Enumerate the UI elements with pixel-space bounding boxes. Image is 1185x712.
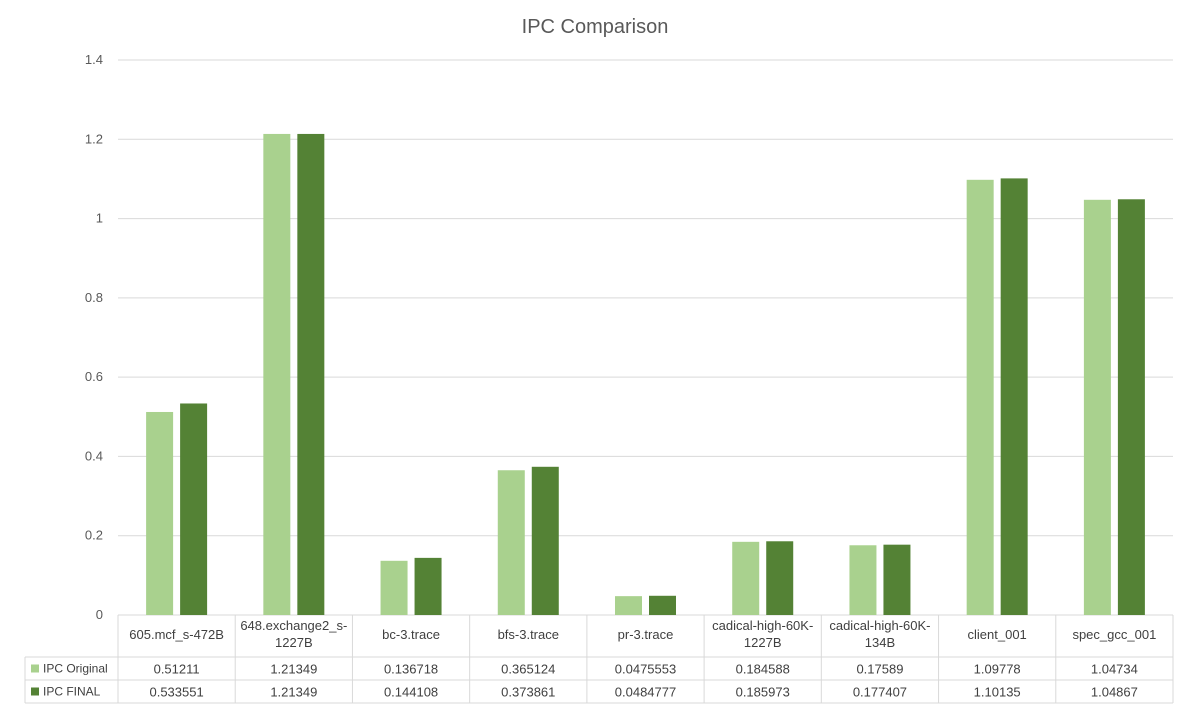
- y-tick-label: 0.8: [85, 290, 103, 305]
- y-tick-label: 0.4: [85, 448, 103, 463]
- bar-ipc-final: [180, 403, 208, 615]
- bar-ipc-original: [732, 541, 760, 615]
- bar-ipc-final: [766, 541, 794, 615]
- legend-label: IPC FINAL: [43, 685, 101, 699]
- category-label: 134B: [865, 635, 895, 650]
- bar-ipc-original: [849, 545, 877, 615]
- data-label: 1.10135: [974, 685, 1021, 700]
- legend-label: IPC Original: [43, 662, 108, 676]
- bar-ipc-original: [615, 596, 642, 615]
- category-label: client_001: [968, 627, 1027, 642]
- data-label: 0.0475553: [615, 662, 676, 677]
- category-label: bfs-3.trace: [498, 627, 559, 642]
- legend-swatch: [31, 664, 39, 673]
- bar-ipc-original: [1083, 199, 1111, 615]
- bar-ipc-original: [380, 560, 408, 615]
- data-table: 605.mcf_s-472B 648.exchange2_s- 1227B bc-3.…: [24, 615, 1174, 704]
- data-label: 0.185973: [736, 685, 790, 700]
- bar-ipc-final: [649, 595, 676, 615]
- category-label: pr-3.trace: [618, 627, 674, 642]
- data-label: 1.04734: [1091, 662, 1138, 677]
- bar-ipc-final: [297, 133, 325, 615]
- data-label: 0.136718: [384, 662, 438, 677]
- data-label: 0.533551: [149, 685, 203, 700]
- bar-ipc-final: [531, 466, 559, 615]
- y-tick-label: 1.2: [85, 131, 103, 146]
- data-label: 0.365124: [501, 662, 555, 677]
- chart-title: IPC Comparison: [522, 16, 669, 38]
- category-label: cadical-high-60K-: [829, 618, 930, 633]
- category-label: cadical-high-60K-: [712, 618, 813, 633]
- category-label: spec_gcc_001: [1072, 627, 1156, 642]
- bar-ipc-original: [263, 133, 291, 615]
- data-label: 0.51211: [154, 662, 200, 677]
- data-label: 0.0484777: [615, 685, 676, 700]
- y-tick-label: 1: [96, 211, 103, 226]
- category-label: 648.exchange2_s-: [240, 618, 347, 633]
- data-label: 0.17589: [856, 662, 903, 677]
- data-label: 1.21349: [270, 685, 317, 700]
- category-label: bc-3.trace: [382, 627, 440, 642]
- data-label: 1.04867: [1091, 685, 1138, 700]
- bar-ipc-final: [414, 557, 442, 615]
- category-label: 605.mcf_s-472B: [129, 627, 224, 642]
- data-label: 0.177407: [853, 685, 907, 700]
- bars: [146, 133, 1145, 616]
- y-tick-label: 0: [96, 607, 103, 622]
- y-axis: 0 0.2 0.4 0.6 0.8 1 1.2 1.4: [85, 52, 103, 622]
- bar-ipc-final: [1000, 178, 1028, 616]
- legend-swatch: [31, 687, 39, 696]
- bar-ipc-original: [966, 179, 994, 615]
- data-label: 0.373861: [501, 685, 555, 700]
- category-label: 1227B: [275, 635, 313, 650]
- bar-ipc-original: [146, 411, 174, 615]
- y-tick-label: 0.2: [85, 528, 103, 543]
- category-label: 1227B: [744, 635, 782, 650]
- bar-ipc-original: [497, 470, 525, 615]
- y-tick-label: 0.6: [85, 369, 103, 384]
- data-label: 0.144108: [384, 685, 438, 700]
- bar-ipc-final: [883, 544, 911, 615]
- data-label: 1.09778: [974, 662, 1021, 677]
- data-label: 0.184588: [736, 662, 790, 677]
- gridlines: [118, 59, 1173, 616]
- data-label: 1.21349: [270, 662, 317, 677]
- bar-ipc-final: [1117, 199, 1145, 615]
- y-tick-label: 1.4: [85, 52, 103, 67]
